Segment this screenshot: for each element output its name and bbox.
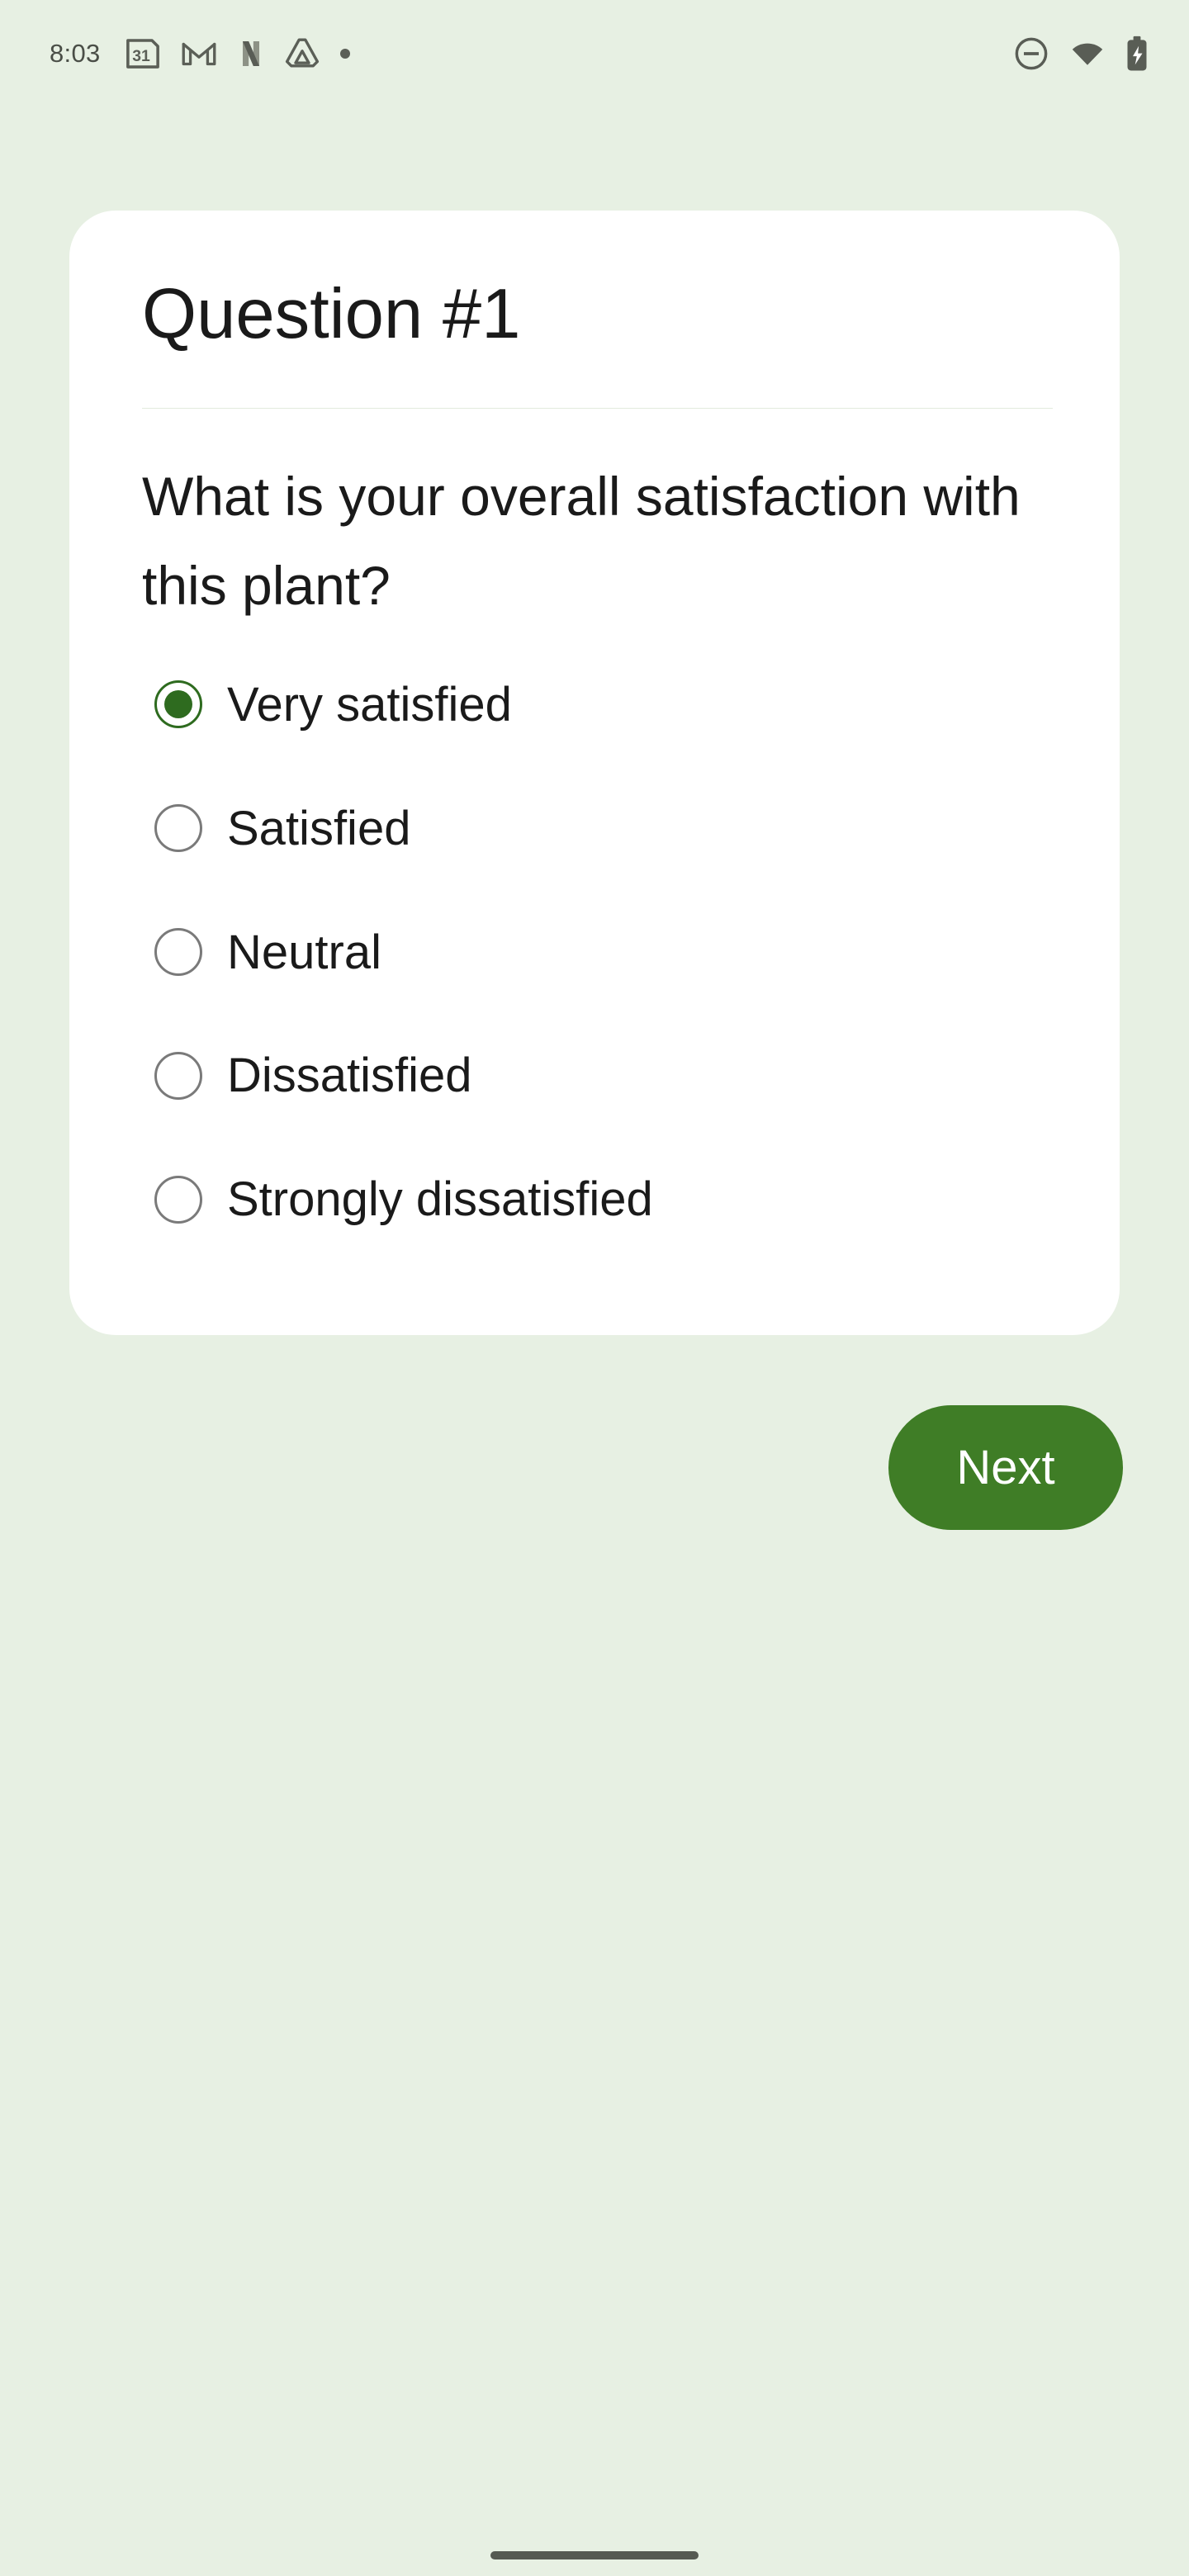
svg-text:31: 31 <box>132 47 150 65</box>
